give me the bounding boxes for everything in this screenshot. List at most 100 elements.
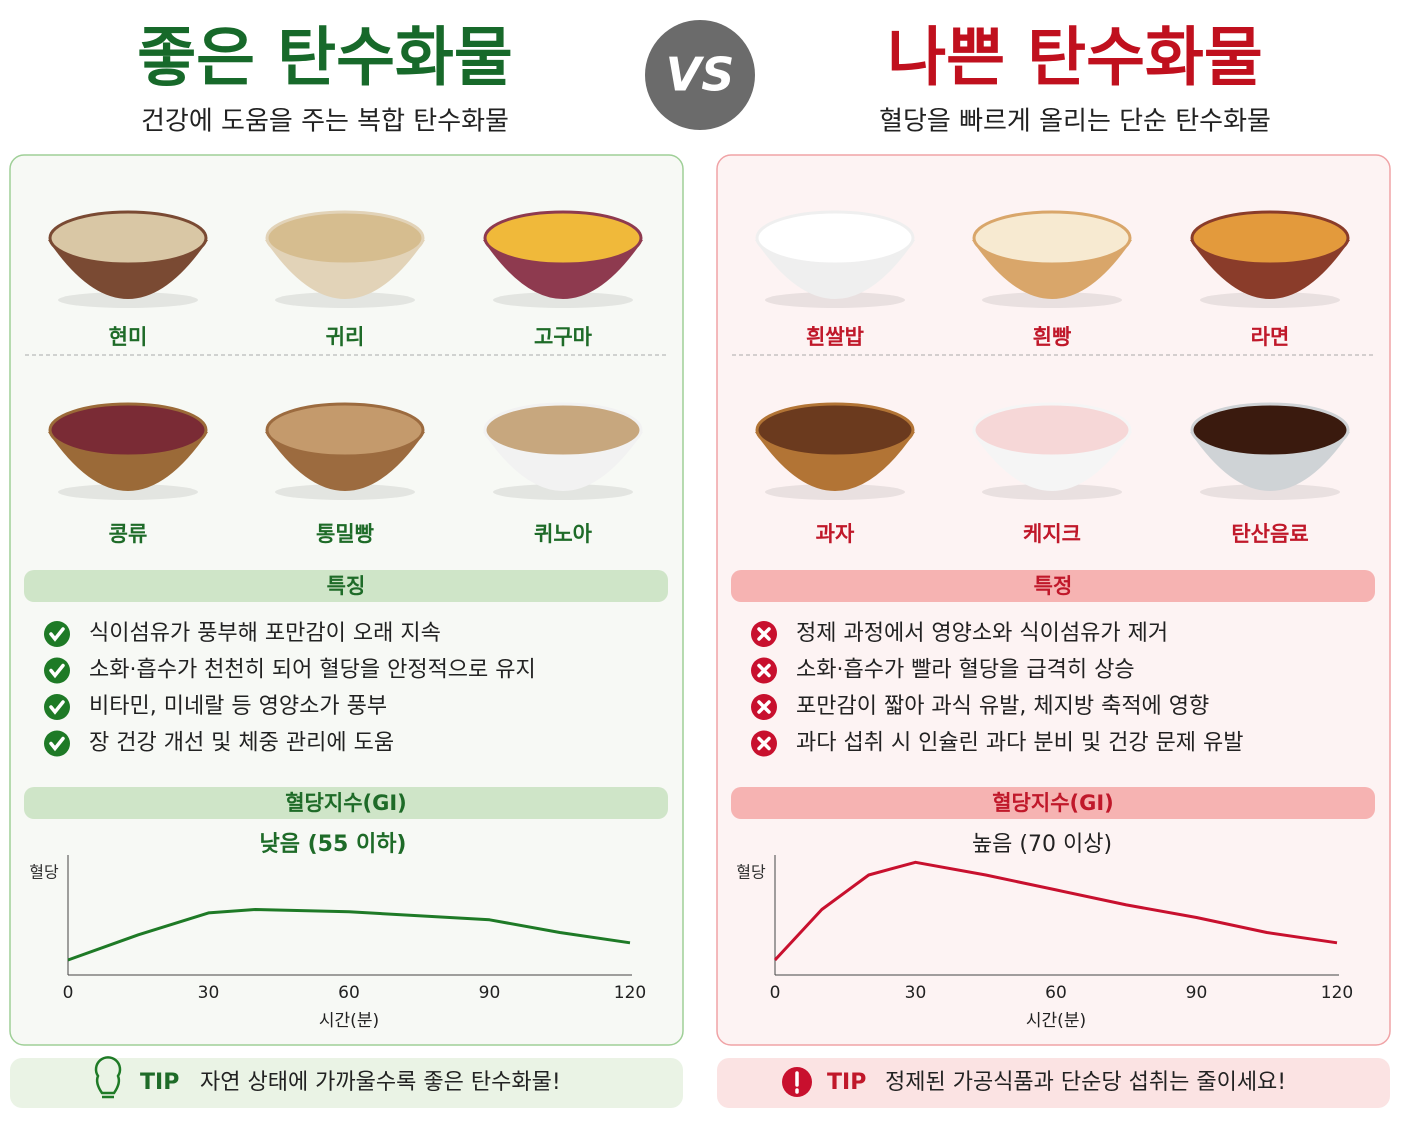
tip-label: TIP [827, 1070, 866, 1095]
food-image [972, 402, 1132, 500]
food-top [755, 210, 915, 266]
section-title: 혈당지수(GI) [992, 791, 1114, 815]
y-axis-label: 혈당 [29, 863, 59, 882]
food-top [48, 210, 208, 266]
panel-title: 좋은 탄수화물 [137, 22, 513, 96]
section-band [24, 570, 668, 602]
gi-curve [67, 908, 631, 962]
food-image [483, 210, 643, 308]
food-label: 고구마 [534, 325, 593, 349]
food-top [48, 402, 208, 458]
food-label: 귀리 [326, 325, 365, 349]
food-top [755, 402, 915, 458]
food-image [972, 210, 1132, 308]
food-image [483, 402, 643, 500]
gi-curve [773, 860, 1338, 962]
food-top [483, 402, 643, 458]
feature-text: 식이섬유가 풍부해 포만감이 오래 지속 [89, 621, 441, 646]
panel-subtitle: 혈당을 빠르게 올리는 단순 탄수화물 [879, 107, 1271, 137]
food-top [972, 210, 1132, 266]
feature-icon-mark [49, 627, 65, 642]
food-label: 현미 [109, 325, 148, 349]
food-label: 라면 [1251, 325, 1290, 349]
food-image [265, 402, 425, 500]
tip-box [10, 1058, 683, 1108]
feature-text: 비타민, 미네랄 등 영양소가 풍부 [89, 694, 387, 719]
food-label: 과자 [816, 522, 855, 546]
tip-label: TIP [140, 1070, 179, 1095]
x-tick-label: 120 [614, 983, 646, 1003]
x-tick-label: 0 [770, 983, 781, 1003]
food-shadow [493, 292, 633, 308]
food-image [755, 210, 915, 308]
x-axis-label: 시간(분) [1026, 1011, 1086, 1031]
food-shadow [58, 292, 198, 308]
section-band [731, 570, 1375, 602]
tip-text: 자연 상태에 가까울수록 좋은 탄수화물! [200, 1070, 561, 1095]
feature-icon-mark [757, 627, 771, 641]
x-tick-label: 30 [198, 983, 220, 1003]
panel-subtitle: 건강에 도움을 주는 복합 탄수화물 [141, 107, 509, 137]
food-label: 콩류 [109, 522, 148, 546]
panel-title: 나쁜 탄수화물 [887, 22, 1263, 96]
x-tick-label: 30 [905, 983, 927, 1003]
vs-badge [645, 20, 755, 130]
tip-icon [94, 1056, 122, 1099]
food-shadow [765, 484, 905, 500]
x-tick-label: 90 [479, 983, 501, 1003]
feature-icon-mark [49, 663, 65, 679]
x-tick-label: 120 [1321, 983, 1353, 1003]
feature-text: 과다 섭취 시 인슐린 과다 분비 및 건강 문제 유발 [796, 731, 1244, 756]
section-band [24, 787, 668, 819]
food-shadow [493, 484, 633, 500]
feature-text: 소화·흡수가 천천히 되어 혈당을 안정적으로 유지 [89, 658, 536, 683]
food-top [483, 210, 643, 266]
food-image [1190, 402, 1350, 500]
section-title: 혈당지수(GI) [285, 791, 407, 815]
feature-icon-mark [49, 736, 65, 752]
x-tick-label: 90 [1186, 983, 1208, 1003]
food-shadow [982, 484, 1122, 500]
food-shadow [1200, 484, 1340, 500]
feature-text: 장 건강 개선 및 체중 관리에 도움 [89, 731, 394, 756]
food-image [265, 210, 425, 308]
section-band [731, 787, 1375, 819]
food-top [1190, 210, 1350, 266]
food-image [48, 210, 208, 308]
food-shadow [1200, 292, 1340, 308]
food-label: 퀴노아 [534, 522, 593, 546]
food-top [972, 402, 1132, 458]
y-axis-label: 혈당 [736, 863, 766, 882]
food-label: 흰빵 [1033, 325, 1072, 349]
food-image [755, 402, 915, 500]
chart-annotation: 낮음 (55 이하) [259, 832, 406, 857]
food-top [265, 402, 425, 458]
food-label: 탄산음료 [1231, 522, 1308, 546]
section-title: 특정 [1034, 574, 1073, 598]
feature-icon-mark [757, 663, 771, 678]
x-tick-label: 60 [1045, 983, 1067, 1003]
feature-text: 소화·흡수가 빨라 혈당을 급격히 상승 [796, 658, 1135, 683]
tip-box [717, 1058, 1390, 1108]
feature-icon-mark [757, 700, 771, 714]
food-image [1190, 210, 1350, 308]
chart-annotation: 높음 (70 이상) [972, 832, 1112, 857]
food-image [48, 402, 208, 500]
feature-icon-mark [49, 700, 65, 715]
x-tick-label: 0 [63, 983, 74, 1003]
feature-text: 정제 과정에서 영양소와 식이섬유가 제거 [796, 621, 1168, 646]
food-label: 케지크 [1023, 522, 1081, 546]
vs-text: VS [666, 48, 735, 102]
section-title: 특징 [327, 574, 366, 598]
food-shadow [58, 484, 198, 500]
food-top [1190, 402, 1350, 458]
food-shadow [275, 292, 415, 308]
feature-icon-mark [757, 736, 771, 751]
x-tick-label: 60 [338, 983, 360, 1003]
feature-text: 포만감이 짧아 과식 유발, 체지방 축적에 영향 [796, 694, 1209, 719]
food-shadow [275, 484, 415, 500]
food-top [265, 210, 425, 266]
food-label: 통밀빵 [316, 522, 374, 546]
